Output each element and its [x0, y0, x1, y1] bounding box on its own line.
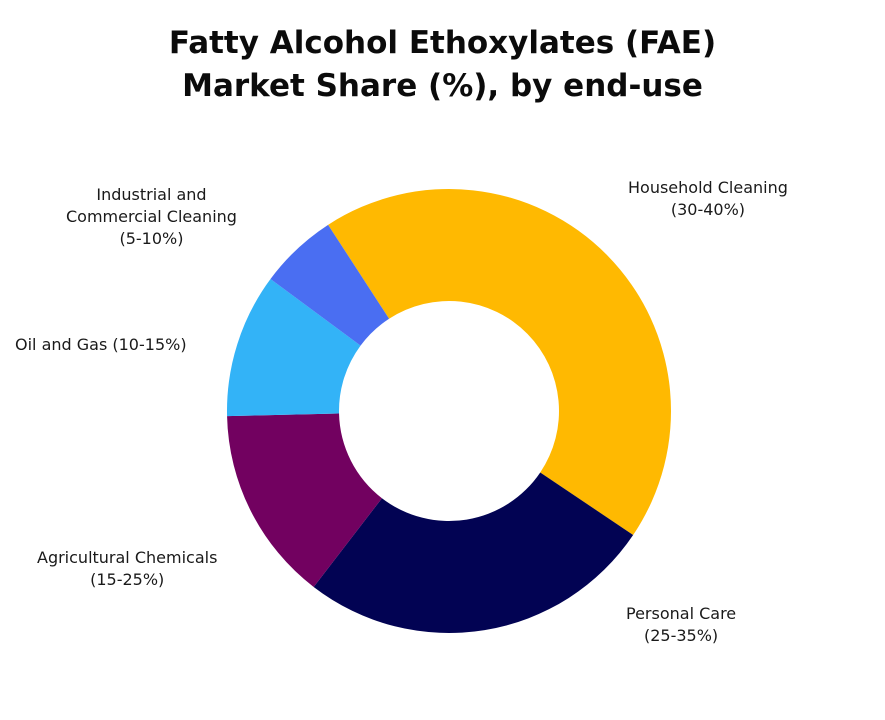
slice-industrial-and-commercial-cleaning [270, 224, 390, 346]
slice-label-industrial-commercial-cleaning-line-1: Industrial and [96, 185, 207, 204]
slice-agricultural-chemicals [227, 413, 382, 587]
slice-oil-and-gas [227, 279, 361, 417]
slice-label-household-cleaning-range: (30-40%) [670, 200, 746, 219]
slice-label-industrial-commercial-cleaning: Industrial and Commercial Cleaning (5-10… [66, 184, 237, 250]
chart-title: Fatty Alcohol Ethoxylates (FAE) Market S… [0, 22, 885, 108]
slice-label-personal-care-name: Personal Care [626, 604, 737, 623]
slice-label-household-cleaning: Household Cleaning (30-40%) [628, 177, 788, 221]
slice-label-personal-care: Personal Care (25-35%) [626, 603, 736, 647]
slice-label-agricultural-chemicals: Agricultural Chemicals (15-25%) [37, 547, 217, 591]
slice-label-oil-and-gas-name: Oil and Gas (10-15%) [15, 335, 187, 354]
slice-personal-care [313, 472, 634, 634]
slice-label-agricultural-chemicals-name: Agricultural Chemicals [37, 548, 218, 567]
slice-label-industrial-commercial-cleaning-line-2: Commercial Cleaning [66, 207, 237, 226]
chart-title-line-2: Market Share (%), by end-use [182, 68, 703, 104]
slice-label-agricultural-chemicals-range: (15-25%) [90, 570, 165, 589]
chart-title-line-1: Fatty Alcohol Ethoxylates (FAE) [168, 25, 717, 61]
slice-household-cleaning [328, 189, 671, 536]
slice-label-oil-and-gas: Oil and Gas (10-15%) [15, 334, 187, 356]
slice-label-household-cleaning-name: Household Cleaning [628, 178, 788, 197]
slice-label-industrial-commercial-cleaning-range: (5-10%) [119, 229, 184, 248]
slice-label-personal-care-range: (25-35%) [643, 626, 719, 645]
